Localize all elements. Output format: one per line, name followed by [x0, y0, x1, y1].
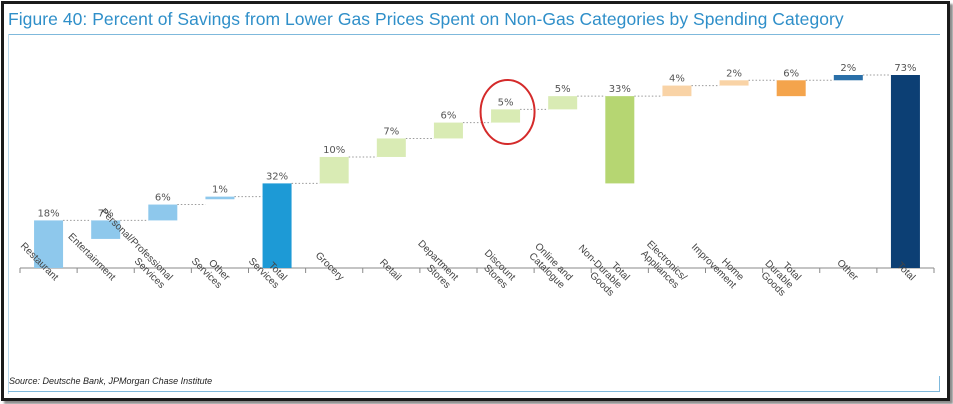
bar-other [833, 75, 863, 81]
category-label-grocery: Grocery [313, 250, 346, 283]
value-label-total-durable-goods: 6% [783, 68, 799, 79]
bar-grocery [319, 156, 349, 184]
bar-total-services [262, 183, 292, 268]
bar-personal-professional-services [148, 204, 178, 221]
corner-divider [939, 376, 940, 392]
category-label-line: Entertainment [66, 231, 118, 283]
value-label-restaurant: 18% [37, 208, 59, 219]
category-label-total-durable-goods: TotalDurableGoods [755, 251, 803, 299]
value-label-total: 73% [894, 63, 916, 74]
value-label-home-improvement: 2% [726, 68, 742, 79]
bottom-divider [8, 391, 940, 392]
source-note: Source: Deutsche Bank, JPMorgan Chase In… [9, 376, 213, 386]
bar-total [890, 75, 920, 268]
category-label-entertainment: Entertainment [66, 231, 118, 283]
bar-discount-stores [491, 109, 521, 123]
value-label-other-services: 1% [212, 185, 228, 196]
bar-other-services [205, 196, 235, 200]
category-label-line: Retail [377, 257, 403, 283]
category-label-line: Other [835, 258, 861, 284]
category-label-discount-stores: DiscountStores [474, 248, 517, 291]
highlight-circle [479, 78, 536, 145]
left-divider [8, 34, 9, 394]
figure-title: Figure 40: Percent of Savings from Lower… [8, 9, 844, 29]
category-label-line: Grocery [313, 250, 346, 283]
value-label-entertainment: 7% [98, 208, 114, 219]
category-label-other: Other [835, 258, 861, 284]
value-label-personal-professional-services: 6% [155, 193, 171, 204]
value-label-electronics-appliances: 4% [669, 74, 685, 85]
bar-entertainment [91, 220, 121, 239]
bar-department-stores [433, 122, 463, 139]
value-label-total-services: 32% [266, 171, 288, 182]
bar-total-non-durable-goods [605, 96, 635, 184]
title-divider [8, 34, 940, 35]
value-label-online-and-catalogue: 5% [555, 84, 571, 95]
category-label-other-services: OtherServices [189, 248, 232, 291]
value-label-retail: 7% [383, 126, 399, 137]
category-label-retail: Retail [377, 257, 403, 283]
category-label-department-stores: DepartmentStores [408, 238, 461, 291]
category-label-home-improvement: HomeImprovement [689, 234, 746, 291]
category-label-electronics-appliances: Electronics/Appliances [636, 239, 688, 291]
value-label-grocery: 10% [323, 145, 345, 156]
bar-retail [376, 138, 406, 157]
category-label-online-and-catalogue: Online andCatalogue [525, 241, 575, 291]
value-label-total-non-durable-goods: 33% [609, 84, 631, 95]
value-label-department-stores: 6% [441, 111, 457, 122]
bar-electronics-appliances [662, 85, 692, 97]
value-label-discount-stores: 5% [498, 97, 514, 108]
bar-online-and-catalogue [548, 96, 578, 110]
bar-home-improvement [719, 80, 749, 86]
bar-total-durable-goods [776, 80, 806, 97]
bar-restaurant [34, 220, 64, 268]
category-label-total-non-durable-goods: TotalNon-DurableGoods [568, 235, 632, 299]
value-label-other: 2% [840, 63, 856, 74]
